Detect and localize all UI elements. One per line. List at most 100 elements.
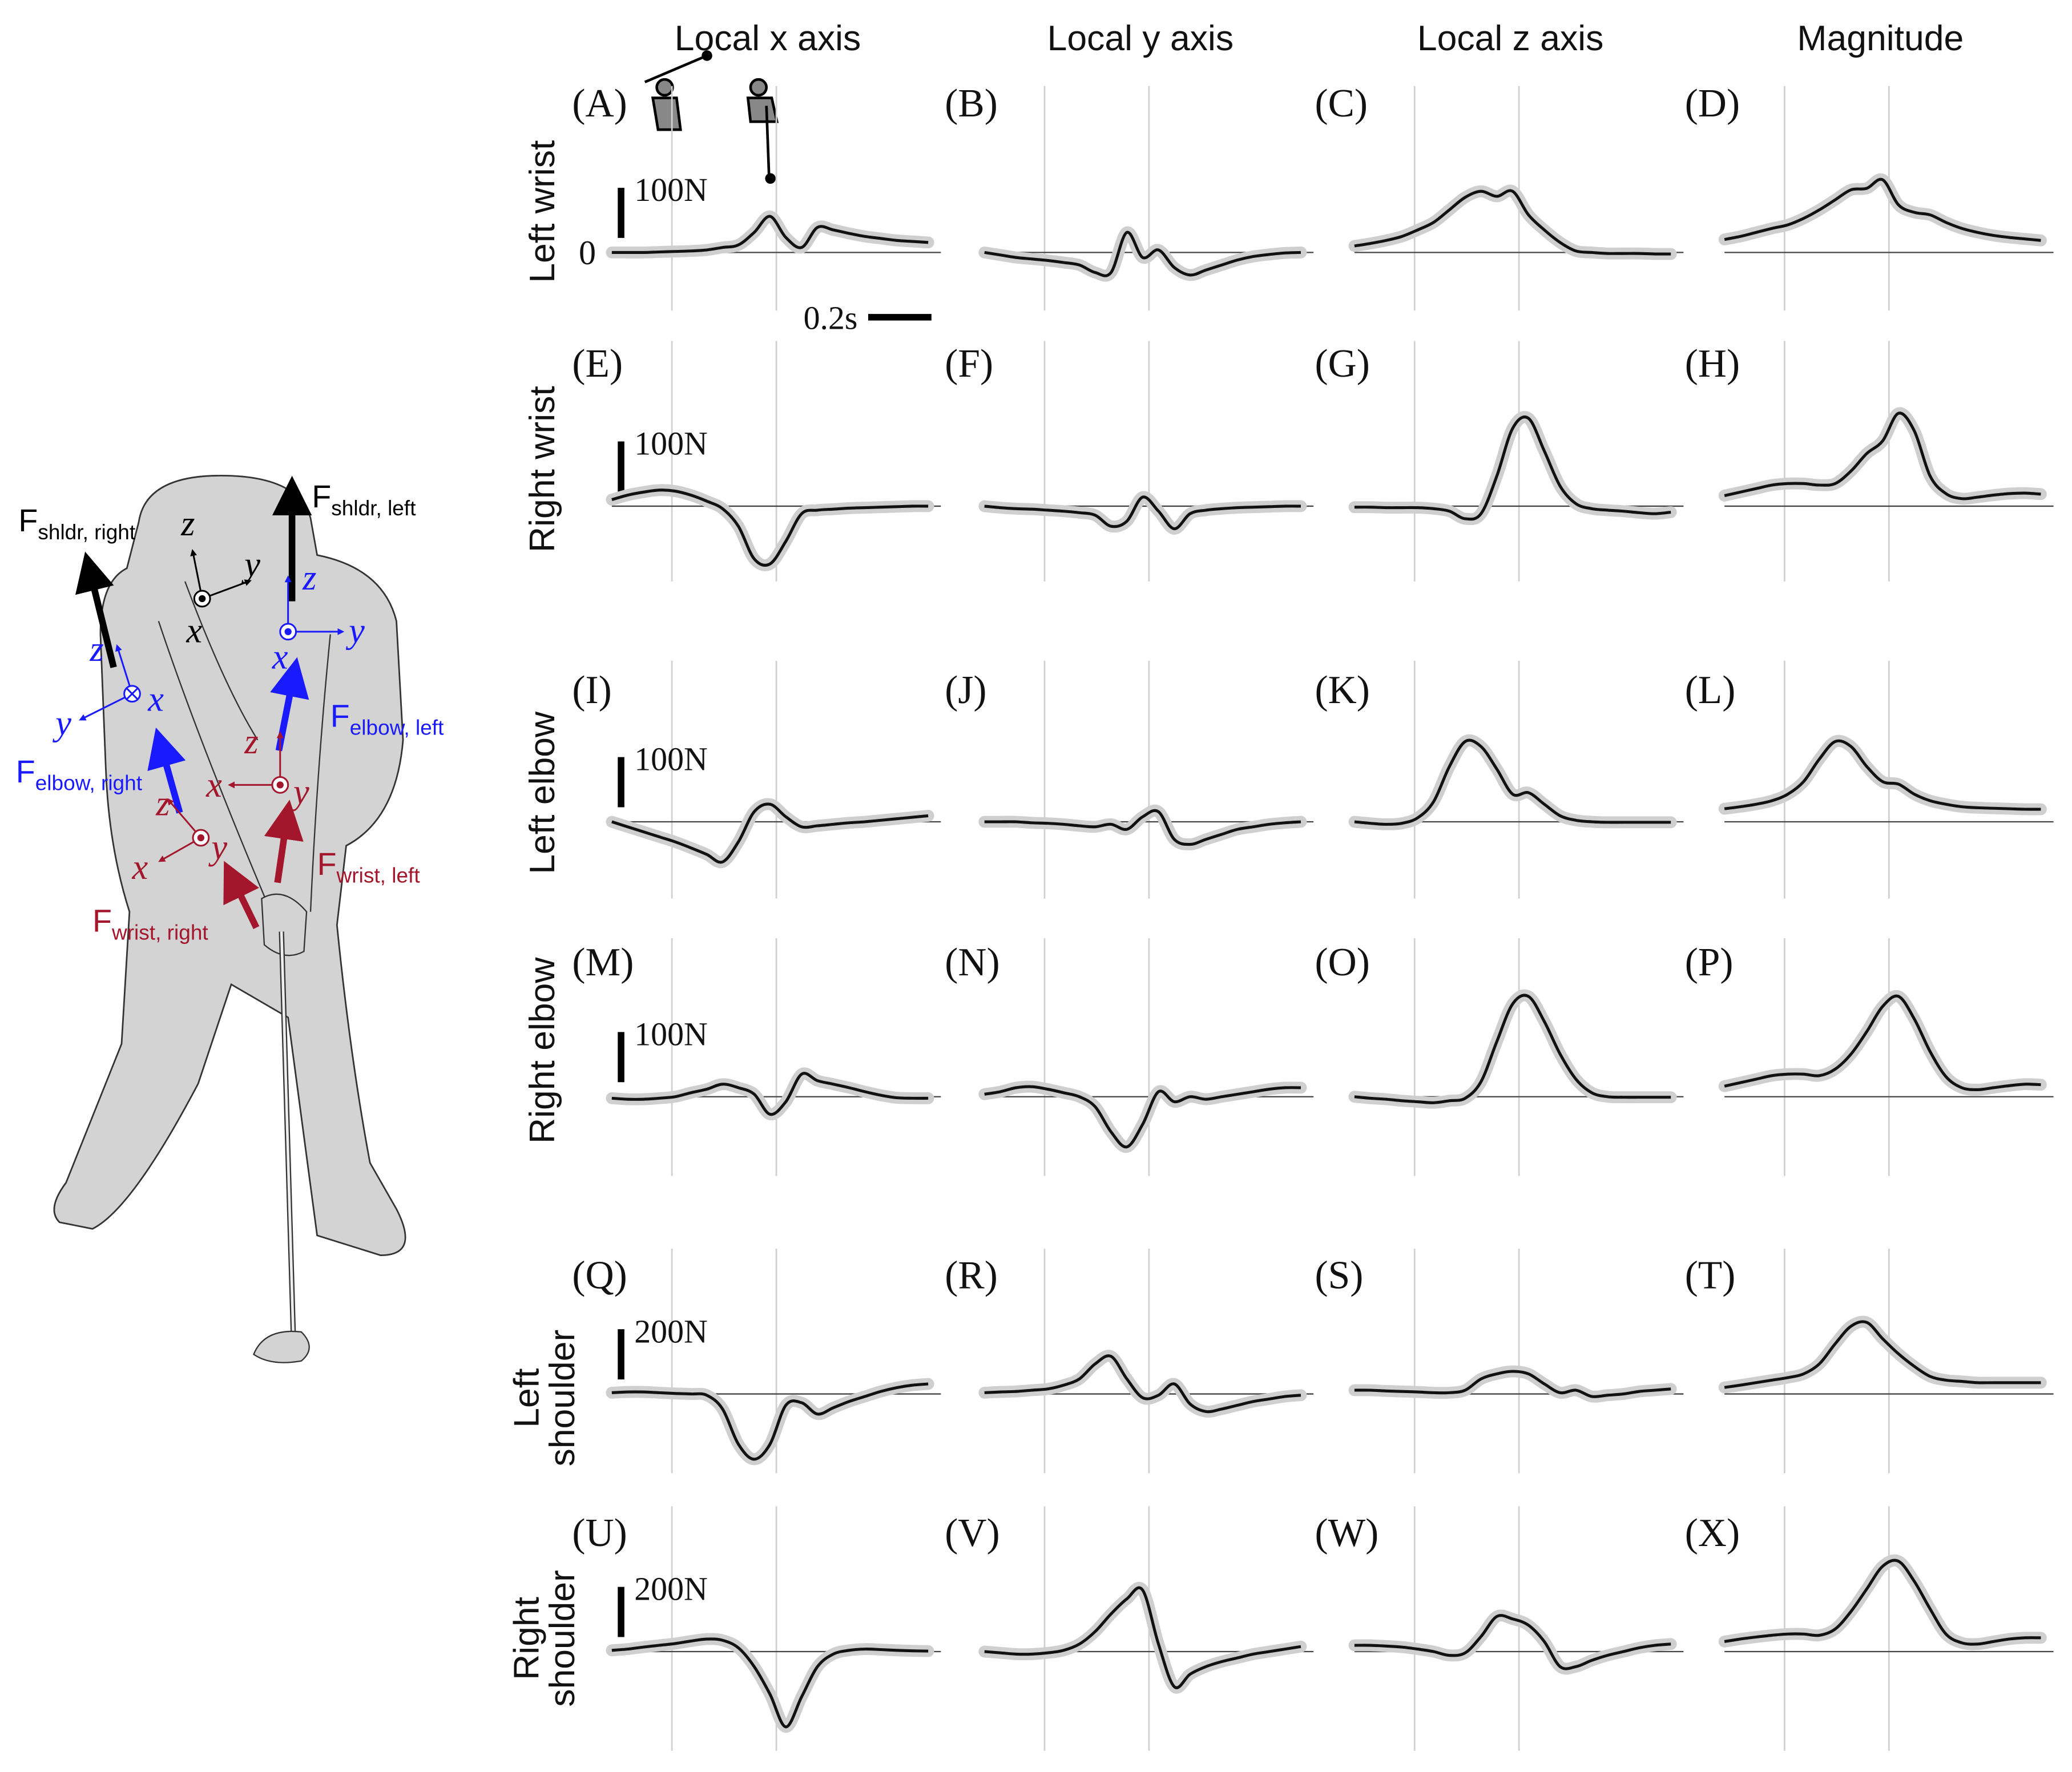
axis-letter: z	[244, 721, 258, 761]
variability-band	[1348, 411, 1677, 526]
axis-letter: y	[208, 827, 227, 867]
mean-curve	[984, 1354, 1301, 1414]
force-symbol: F	[330, 699, 350, 734]
icon-body	[746, 96, 779, 123]
column-header: Local x axis	[675, 18, 861, 58]
row-label-line: Left wrist	[522, 140, 562, 283]
icon-head	[655, 78, 674, 97]
force-arrow	[223, 861, 260, 929]
row-label: Left wrist	[522, 140, 562, 283]
mean-curve	[984, 1586, 1301, 1689]
column-header: Magnitude	[1797, 18, 1964, 58]
panel-label: (O)	[1315, 941, 1369, 984]
force-label: Felbow, left	[330, 699, 444, 740]
mean-curve	[611, 802, 929, 864]
icon-head	[749, 78, 768, 97]
panel-label: (K)	[1315, 668, 1369, 712]
scale-bar-label: 100N	[634, 1016, 708, 1053]
mean-curve	[1354, 1614, 1671, 1670]
mean-curve	[1724, 1320, 2041, 1389]
panel-label: (X)	[1685, 1511, 1740, 1555]
scale-bar-label: 200N	[634, 1313, 708, 1350]
row-label: Leftshoulder	[506, 1330, 582, 1467]
scale-bar-label: 100N	[634, 741, 708, 778]
variability-band	[1348, 989, 1677, 1109]
force-subscript: elbow, right	[35, 771, 143, 795]
axis-origin	[276, 781, 284, 789]
row-label-line: Left	[506, 1368, 546, 1427]
variability-band	[606, 484, 934, 571]
panel-label: (G)	[1315, 342, 1369, 386]
panel-label: (U)	[572, 1511, 627, 1555]
force-arrow	[75, 551, 117, 668]
frame-left-shoulder	[279, 575, 345, 641]
panel-label: (V)	[945, 1511, 999, 1555]
force-symbol: F	[317, 846, 337, 882]
variability-band	[1348, 1609, 1677, 1675]
mean-curve	[984, 1085, 1301, 1149]
row-label-line: Right wrist	[522, 386, 562, 552]
scale-bar-label: 100N	[634, 171, 708, 208]
variability-band	[606, 1378, 934, 1466]
frame-right-wrist	[158, 798, 210, 862]
mean-curve	[1354, 738, 1671, 826]
force-label: Fshldr, right	[18, 503, 135, 544]
axis-letter: y	[345, 610, 365, 650]
variability-band	[606, 798, 934, 869]
panel-label: (H)	[1685, 342, 1740, 386]
row-label-line: Right	[506, 1597, 546, 1680]
mean-curve	[1354, 994, 1671, 1104]
frame-right-shoulder	[79, 644, 141, 721]
row-label-line: Right elbow	[522, 957, 562, 1144]
panel-label: (B)	[945, 82, 998, 126]
mean-curve	[984, 809, 1301, 846]
variability-band	[1348, 734, 1677, 830]
panel-label: (S)	[1315, 1253, 1363, 1297]
frame-left-wrist	[228, 731, 289, 794]
row-label-line: shoulder	[542, 1570, 582, 1707]
axis-origin	[197, 834, 205, 842]
variability-band	[1718, 734, 2047, 816]
axis-letter: y	[241, 544, 260, 584]
mean-curve	[1354, 1370, 1671, 1398]
y-tick-label: 0	[579, 234, 596, 272]
panel-label: (L)	[1685, 668, 1736, 712]
panel-label: (F)	[945, 342, 993, 386]
panel-label: (Q)	[572, 1253, 627, 1297]
row-label-line: shoulder	[542, 1330, 582, 1467]
panel-label: (T)	[1685, 1253, 1736, 1297]
variability-band	[978, 1350, 1307, 1418]
row-label: Right elbow	[522, 957, 562, 1144]
variability-band	[606, 210, 934, 259]
variability-band	[978, 491, 1307, 535]
row-label: Left elbow	[522, 711, 562, 874]
mean-curve	[1724, 994, 2041, 1091]
panel-label: (A)	[572, 82, 627, 126]
panel-label: (I)	[572, 668, 611, 712]
force-subscript: shldr, left	[331, 496, 416, 520]
mean-curve	[1724, 411, 2041, 500]
axis-letter: z	[155, 784, 170, 824]
force-subscript: elbow, left	[350, 715, 444, 739]
mean-curve	[1724, 1559, 2041, 1646]
icon-club	[644, 54, 708, 83]
variability-band	[978, 1581, 1307, 1694]
force-arrow	[264, 800, 304, 883]
icon-club-head	[765, 173, 776, 184]
mean-curve	[1724, 739, 2041, 811]
force-subscript: wrist, left	[336, 863, 421, 887]
frame-head	[190, 549, 252, 608]
axis-letter: x	[186, 610, 202, 650]
axis-letter: x	[205, 765, 222, 805]
force-label: Felbow, right	[16, 754, 143, 795]
axis-letter: x	[272, 637, 288, 677]
panel-label: (E)	[572, 342, 623, 386]
variability-band	[1718, 1554, 2047, 1650]
club-head	[253, 1330, 310, 1363]
force-arrow	[270, 657, 309, 752]
panel-label: (C)	[1315, 82, 1368, 126]
mean-curve	[611, 489, 929, 567]
axis-origin	[284, 628, 292, 635]
axis-origin	[126, 688, 138, 700]
